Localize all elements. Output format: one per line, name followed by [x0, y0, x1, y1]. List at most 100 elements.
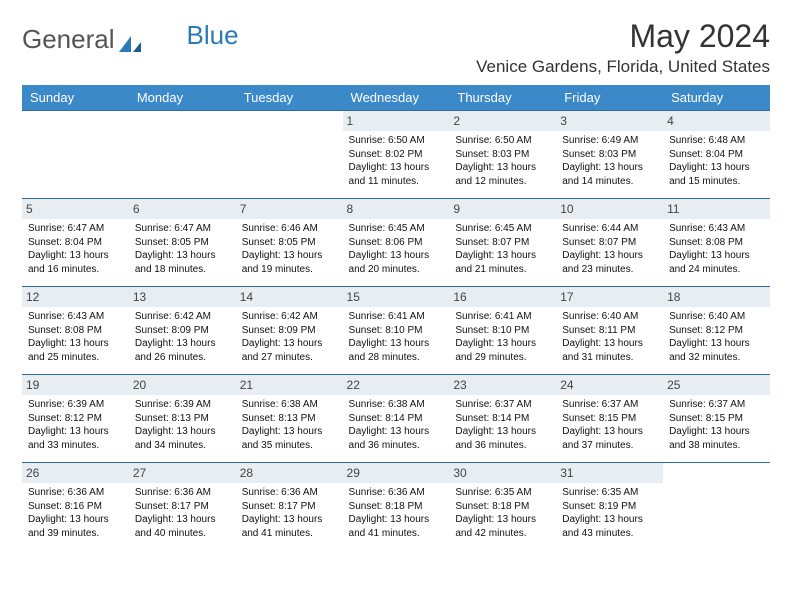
day-details: Sunrise: 6:37 AMSunset: 8:15 PMDaylight:… — [669, 398, 764, 452]
day-number: 24 — [556, 375, 663, 395]
day-number: 20 — [129, 375, 236, 395]
day-details: Sunrise: 6:48 AMSunset: 8:04 PMDaylight:… — [669, 134, 764, 188]
day-details: Sunrise: 6:46 AMSunset: 8:05 PMDaylight:… — [242, 222, 337, 276]
day-number: 15 — [343, 287, 450, 307]
day-header: Tuesday — [236, 85, 343, 111]
day-details: Sunrise: 6:39 AMSunset: 8:13 PMDaylight:… — [135, 398, 230, 452]
day-number: 29 — [343, 463, 450, 483]
calendar-cell: 13 Sunrise: 6:42 AMSunset: 8:09 PMDayligh… — [129, 287, 236, 375]
day-number: 9 — [449, 199, 556, 219]
day-number: 5 — [22, 199, 129, 219]
logo-sail-icon — [117, 30, 143, 50]
day-details: Sunrise: 6:35 AMSunset: 8:19 PMDaylight:… — [562, 486, 657, 540]
day-number: 25 — [663, 375, 770, 395]
day-details: Sunrise: 6:47 AMSunset: 8:05 PMDaylight:… — [135, 222, 230, 276]
day-details: Sunrise: 6:38 AMSunset: 8:13 PMDaylight:… — [242, 398, 337, 452]
calendar-cell: 29 Sunrise: 6:36 AMSunset: 8:18 PMDayligh… — [343, 463, 450, 551]
day-number: 11 — [663, 199, 770, 219]
calendar-cell: 30 Sunrise: 6:35 AMSunset: 8:18 PMDayligh… — [449, 463, 556, 551]
calendar-week-row: 12Sunrise: 6:43 AMSunset: 8:08 PMDayligh… — [22, 287, 770, 375]
calendar-cell — [236, 111, 343, 199]
calendar-cell: 12Sunrise: 6:43 AMSunset: 8:08 PMDayligh… — [22, 287, 129, 375]
day-details: Sunrise: 6:42 AMSunset: 8:09 PMDaylight:… — [242, 310, 337, 364]
calendar-body: 1Sunrise: 6:50 AMSunset: 8:02 PMDaylight… — [22, 111, 770, 551]
header: General Blue May 2024 Venice Gardens, Fl… — [22, 18, 770, 77]
day-header: Thursday — [449, 85, 556, 111]
day-number: 14 — [236, 287, 343, 307]
calendar-cell: 19Sunrise: 6:39 AMSunset: 8:12 PMDayligh… — [22, 375, 129, 463]
calendar-cell: 2Sunrise: 6:50 AMSunset: 8:03 PMDaylight… — [449, 111, 556, 199]
day-details: Sunrise: 6:45 AMSunset: 8:06 PMDaylight:… — [349, 222, 444, 276]
calendar-week-row: 1Sunrise: 6:50 AMSunset: 8:02 PMDaylight… — [22, 111, 770, 199]
calendar-cell: 7 Sunrise: 6:46 AMSunset: 8:05 PMDaylight… — [236, 199, 343, 287]
day-header: Friday — [556, 85, 663, 111]
day-header: Sunday — [22, 85, 129, 111]
day-details: Sunrise: 6:36 AMSunset: 8:18 PMDaylight:… — [349, 486, 444, 540]
calendar-cell: 5Sunrise: 6:47 AMSunset: 8:04 PMDaylight… — [22, 199, 129, 287]
day-details: Sunrise: 6:44 AMSunset: 8:07 PMDaylight:… — [562, 222, 657, 276]
day-details: Sunrise: 6:38 AMSunset: 8:14 PMDaylight:… — [349, 398, 444, 452]
day-number: 4 — [663, 111, 770, 131]
day-number: 7 — [236, 199, 343, 219]
day-details: Sunrise: 6:45 AMSunset: 8:07 PMDaylight:… — [455, 222, 550, 276]
day-number: 6 — [129, 199, 236, 219]
day-header: Saturday — [663, 85, 770, 111]
calendar-cell — [129, 111, 236, 199]
day-details: Sunrise: 6:41 AMSunset: 8:10 PMDaylight:… — [455, 310, 550, 364]
calendar-cell: 15 Sunrise: 6:41 AMSunset: 8:10 PMDayligh… — [343, 287, 450, 375]
day-details: Sunrise: 6:43 AMSunset: 8:08 PMDaylight:… — [669, 222, 764, 276]
day-details: Sunrise: 6:42 AMSunset: 8:09 PMDaylight:… — [135, 310, 230, 364]
calendar-cell: 25 Sunrise: 6:37 AMSunset: 8:15 PMDayligh… — [663, 375, 770, 463]
day-details: Sunrise: 6:37 AMSunset: 8:15 PMDaylight:… — [562, 398, 657, 452]
day-number: 26 — [22, 463, 129, 483]
calendar-cell: 3 Sunrise: 6:49 AMSunset: 8:03 PMDaylight… — [556, 111, 663, 199]
calendar-cell: 11 Sunrise: 6:43 AMSunset: 8:08 PMDayligh… — [663, 199, 770, 287]
day-details: Sunrise: 6:37 AMSunset: 8:14 PMDaylight:… — [455, 398, 550, 452]
day-details: Sunrise: 6:49 AMSunset: 8:03 PMDaylight:… — [562, 134, 657, 188]
calendar-cell: 16 Sunrise: 6:41 AMSunset: 8:10 PMDayligh… — [449, 287, 556, 375]
day-number: 31 — [556, 463, 663, 483]
day-header: Monday — [129, 85, 236, 111]
day-details: Sunrise: 6:35 AMSunset: 8:18 PMDaylight:… — [455, 486, 550, 540]
logo-text-blue: Blue — [187, 20, 239, 51]
day-details: Sunrise: 6:36 AMSunset: 8:17 PMDaylight:… — [242, 486, 337, 540]
calendar-cell: 27Sunrise: 6:36 AMSunset: 8:17 PMDayligh… — [129, 463, 236, 551]
calendar-cell: 22Sunrise: 6:38 AMSunset: 8:14 PMDayligh… — [343, 375, 450, 463]
location-text: Venice Gardens, Florida, United States — [476, 57, 770, 77]
calendar-cell: 31 Sunrise: 6:35 AMSunset: 8:19 PMDayligh… — [556, 463, 663, 551]
day-number: 10 — [556, 199, 663, 219]
day-number: 3 — [556, 111, 663, 131]
day-details: Sunrise: 6:36 AMSunset: 8:16 PMDaylight:… — [28, 486, 123, 540]
day-number: 28 — [236, 463, 343, 483]
month-title: May 2024 — [476, 18, 770, 55]
calendar-cell — [663, 463, 770, 551]
calendar-week-row: 5Sunrise: 6:47 AMSunset: 8:04 PMDaylight… — [22, 199, 770, 287]
day-number: 19 — [22, 375, 129, 395]
calendar-cell: 26 Sunrise: 6:36 AMSunset: 8:16 PMDayligh… — [22, 463, 129, 551]
calendar-cell: 1Sunrise: 6:50 AMSunset: 8:02 PMDaylight… — [343, 111, 450, 199]
day-number: 30 — [449, 463, 556, 483]
calendar-cell: 18Sunrise: 6:40 AMSunset: 8:12 PMDayligh… — [663, 287, 770, 375]
calendar-cell: 23Sunrise: 6:37 AMSunset: 8:14 PMDayligh… — [449, 375, 556, 463]
day-number: 12 — [22, 287, 129, 307]
day-number: 16 — [449, 287, 556, 307]
logo-text-gray: General — [22, 24, 115, 55]
calendar-cell: 8 Sunrise: 6:45 AMSunset: 8:06 PMDaylight… — [343, 199, 450, 287]
day-number: 21 — [236, 375, 343, 395]
calendar-week-row: 26 Sunrise: 6:36 AMSunset: 8:16 PMDayligh… — [22, 463, 770, 551]
day-details: Sunrise: 6:41 AMSunset: 8:10 PMDaylight:… — [349, 310, 444, 364]
calendar-cell: 17Sunrise: 6:40 AMSunset: 8:11 PMDayligh… — [556, 287, 663, 375]
calendar-cell: 10 Sunrise: 6:44 AMSunset: 8:07 PMDayligh… — [556, 199, 663, 287]
calendar-cell: 21 Sunrise: 6:38 AMSunset: 8:13 PMDayligh… — [236, 375, 343, 463]
day-details: Sunrise: 6:36 AMSunset: 8:17 PMDaylight:… — [135, 486, 230, 540]
day-number: 2 — [449, 111, 556, 131]
calendar-cell — [22, 111, 129, 199]
calendar-table: SundayMondayTuesdayWednesdayThursdayFrid… — [22, 85, 770, 551]
calendar-cell: 4 Sunrise: 6:48 AMSunset: 8:04 PMDaylight… — [663, 111, 770, 199]
day-number: 1 — [343, 111, 450, 131]
day-number: 13 — [129, 287, 236, 307]
day-number: 8 — [343, 199, 450, 219]
title-block: May 2024 Venice Gardens, Florida, United… — [476, 18, 770, 77]
day-number: 18 — [663, 287, 770, 307]
day-header-row: SundayMondayTuesdayWednesdayThursdayFrid… — [22, 85, 770, 111]
